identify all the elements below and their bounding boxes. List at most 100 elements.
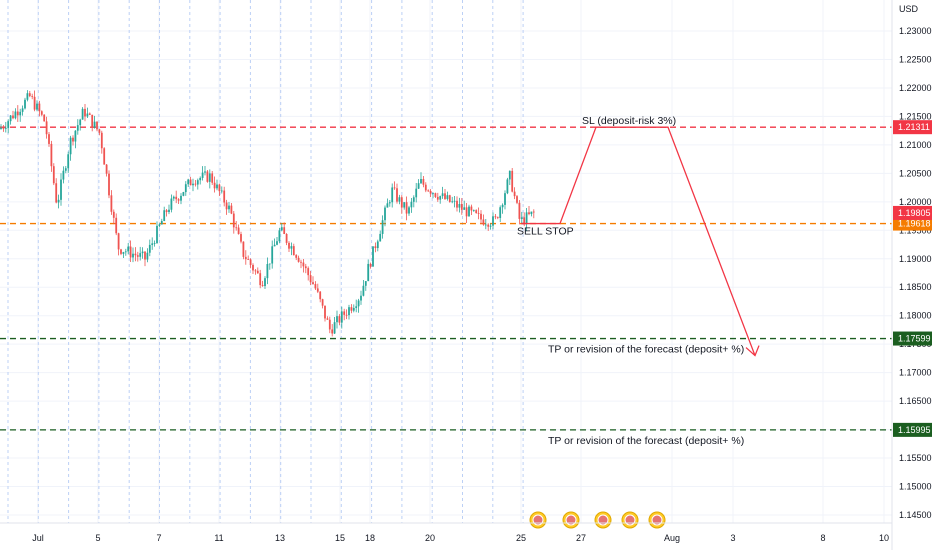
candle-body [124, 251, 127, 253]
candle-body [96, 121, 98, 130]
candle-body [21, 108, 24, 112]
candle-body [501, 204, 504, 208]
candle-body [451, 201, 454, 203]
x-tick-label: 11 [214, 533, 223, 543]
y-tick-label: 1.23000 [899, 26, 932, 36]
x-tick-label: 10 [879, 533, 889, 543]
candle-body [328, 319, 331, 330]
candle-body [230, 205, 233, 214]
candle-body [40, 111, 43, 115]
candle-body [391, 187, 394, 203]
candle-body [98, 129, 101, 133]
candle-body [372, 246, 374, 267]
candle-body [211, 173, 214, 183]
candle-body [184, 184, 187, 193]
candle-body [252, 264, 254, 271]
candle-body [374, 246, 377, 249]
candle-body [38, 103, 41, 112]
y-tick-label: 1.15000 [899, 482, 932, 492]
candle-body [196, 180, 199, 185]
candle-body [16, 111, 19, 116]
candle-body [343, 311, 346, 315]
candle-body [7, 121, 10, 128]
candle-body [273, 244, 276, 247]
candle-body [146, 252, 149, 260]
candle-body [436, 196, 439, 200]
candle-body [127, 246, 130, 252]
tp1-annotation: TP or revision of the forecast (deposit+… [548, 344, 744, 356]
candle-body [283, 227, 286, 234]
candle-body [326, 318, 329, 320]
candle-body [108, 173, 110, 196]
candle-body [151, 243, 154, 245]
candle-body [199, 177, 202, 181]
candle-body [312, 282, 314, 285]
candle-body [434, 193, 437, 197]
candle-body [52, 166, 55, 184]
x-axis: Jul 5 7 11 13 15 18 20 25 27 Aug 3 8 10 [32, 533, 889, 543]
candle-body [324, 305, 326, 319]
candle-body [518, 202, 521, 219]
badge-tp1-bg [893, 331, 932, 346]
candle-body [175, 196, 178, 200]
candle-body [206, 171, 209, 182]
x-tick-label: 15 [335, 533, 345, 543]
x-tick-label: 13 [275, 533, 285, 543]
tp2-annotation: TP or revision of the forecast (deposit+… [548, 435, 744, 447]
candle-body [362, 285, 365, 296]
candle-body [530, 211, 533, 215]
candle-body [259, 273, 262, 286]
y-tick-label: 1.14500 [899, 510, 932, 520]
candle-body [513, 191, 516, 197]
candle-body [439, 196, 442, 200]
candle-body [427, 190, 430, 192]
candle-body [189, 179, 192, 186]
candle-body [256, 270, 259, 274]
candle-body [376, 241, 379, 249]
candle-body [410, 201, 413, 208]
candle-body [386, 203, 389, 208]
candle-body [429, 190, 432, 194]
y-tick-label: 1.19000 [899, 254, 932, 264]
price-levels [0, 126, 892, 431]
candle-body [148, 244, 151, 253]
y-tick-label: 1.21500 [899, 111, 932, 121]
candle-body [480, 213, 482, 220]
candle-body [223, 190, 226, 203]
candle-body [492, 216, 494, 226]
candle-body [57, 199, 60, 203]
candle-body [307, 268, 310, 276]
candle-body [489, 225, 492, 227]
badge-tp2: 1.15995 [898, 425, 931, 435]
candle-body [55, 183, 58, 203]
candle-body [158, 224, 161, 226]
candle-body [156, 225, 158, 243]
candle-body [458, 204, 461, 208]
candle-body [182, 192, 185, 196]
candle-body [81, 108, 84, 120]
candle-body [228, 205, 230, 210]
candle-body [48, 134, 50, 144]
candle-body [331, 329, 334, 334]
candle-body [417, 183, 420, 189]
candle-body [134, 253, 137, 256]
y-tick-label: 1.20500 [899, 168, 932, 178]
candle-body [242, 241, 245, 257]
candle-body [120, 249, 122, 254]
sl-annotation: SL (deposit-risk 3%) [582, 115, 676, 127]
candle-body [360, 295, 362, 301]
candle-body [352, 307, 355, 311]
candle-body [338, 316, 341, 323]
candle-body [348, 307, 350, 316]
candle-body [523, 217, 526, 225]
candle-body [444, 193, 446, 199]
candle-body [292, 246, 295, 256]
candle-body [24, 99, 26, 109]
sell-stop-annotation: SELL STOP [517, 226, 574, 238]
candle-body [379, 233, 382, 242]
candle-body [384, 207, 386, 221]
y-tick-label: 1.15500 [899, 453, 932, 463]
candle-body [84, 108, 86, 117]
